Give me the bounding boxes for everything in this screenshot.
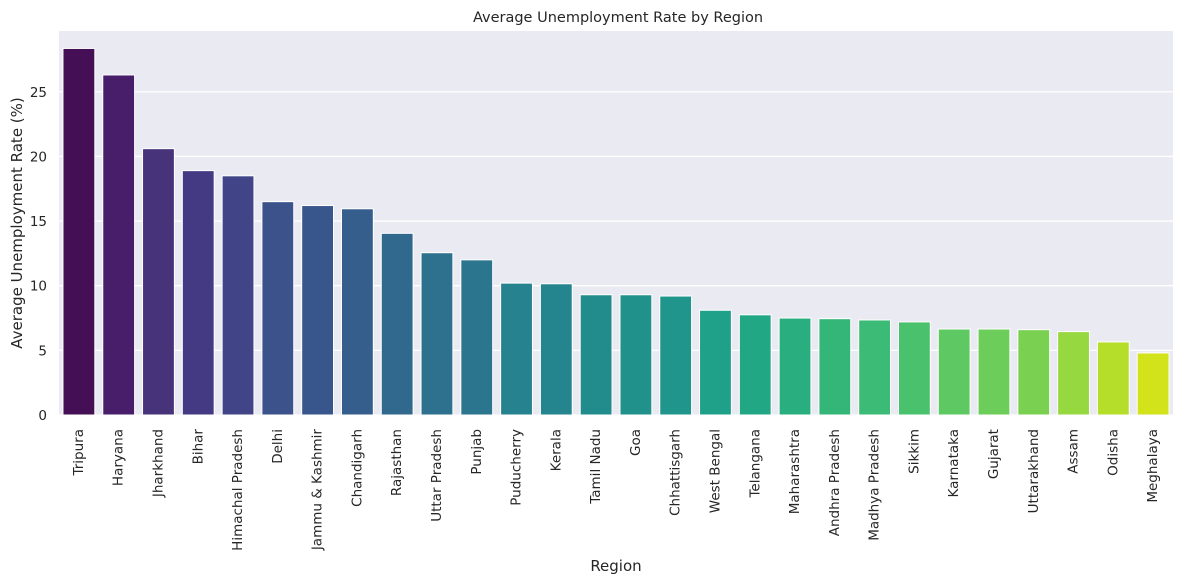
chart-title: Average Unemployment Rate by Region	[473, 10, 763, 26]
x-tick-label: Jharkhand	[150, 429, 166, 498]
y-axis-ticks: 0 5 10 15 20 25	[30, 85, 47, 424]
x-tick-label: Delhi	[270, 429, 286, 464]
x-tick-label: West Bengal	[707, 429, 723, 513]
bar	[897, 321, 931, 416]
y-tick-label: 20	[30, 149, 47, 165]
bar	[460, 259, 494, 416]
bar	[340, 208, 374, 416]
x-tick-label: Tamil Nadu	[588, 429, 604, 505]
bar	[102, 74, 136, 416]
x-axis-ticks: Tripura Haryana Jharkhand Bihar Himachal Pra…	[71, 429, 1161, 552]
x-tick-label: Madhya Pradesh	[867, 429, 883, 541]
bar	[619, 294, 653, 416]
bar	[539, 283, 573, 416]
x-tick-label: Telangana	[747, 429, 763, 499]
x-tick-label: Himachal Pradesh	[230, 429, 246, 551]
x-tick-label: Kerala	[548, 429, 564, 471]
x-tick-label: Sikkim	[906, 429, 922, 474]
y-tick-label: 0	[38, 408, 47, 424]
bar	[659, 295, 693, 416]
bar	[1017, 329, 1051, 416]
bar	[738, 314, 772, 416]
bar	[1136, 352, 1170, 416]
bar	[261, 201, 295, 416]
x-tick-label: Puducherry	[509, 429, 525, 506]
x-tick-label: Karnataka	[946, 429, 962, 497]
x-tick-label: Bihar	[190, 429, 206, 465]
bar	[380, 232, 414, 416]
x-tick-label: Punjab	[469, 429, 485, 475]
bar	[1096, 341, 1130, 416]
bar	[221, 175, 255, 416]
y-tick-label: 10	[30, 279, 47, 295]
x-tick-label: Gujarat	[986, 429, 1002, 479]
bar	[500, 282, 533, 416]
bar	[699, 309, 732, 416]
bar	[181, 170, 215, 416]
bars	[62, 47, 1170, 416]
bar	[778, 317, 812, 416]
x-tick-label: Haryana	[111, 429, 127, 486]
x-tick-label: Goa	[628, 429, 644, 456]
bar	[1057, 331, 1090, 416]
x-tick-label: Uttarakhand	[1026, 429, 1042, 513]
x-tick-label: Uttar Pradesh	[429, 429, 445, 522]
bar	[977, 328, 1011, 416]
bar	[301, 205, 335, 416]
x-tick-label: Tripura	[71, 429, 87, 477]
x-tick-label: Chhattisgarh	[668, 429, 684, 516]
x-tick-label: Meghalaya	[1145, 429, 1161, 503]
bar	[62, 47, 96, 416]
y-axis-label: Average Unemployment Rate (%)	[8, 97, 26, 349]
bar	[420, 252, 454, 416]
x-tick-label: Rajasthan	[389, 429, 405, 496]
bar	[858, 319, 892, 416]
y-tick-label: 25	[30, 85, 47, 101]
x-tick-label: Chandigarh	[349, 429, 365, 507]
x-axis-label: Region	[590, 557, 641, 575]
bar	[818, 318, 852, 416]
x-tick-label: Odisha	[1105, 429, 1121, 476]
bar	[937, 328, 971, 416]
bar	[579, 294, 613, 416]
bar	[142, 148, 175, 416]
x-tick-label: Andhra Pradesh	[827, 429, 843, 536]
x-tick-label: Assam	[1066, 429, 1082, 474]
y-tick-label: 15	[30, 214, 47, 230]
x-tick-label: Maharashtra	[787, 429, 803, 514]
x-tick-label: Jammu & Kashmir	[310, 429, 326, 552]
y-tick-label: 5	[38, 343, 47, 359]
